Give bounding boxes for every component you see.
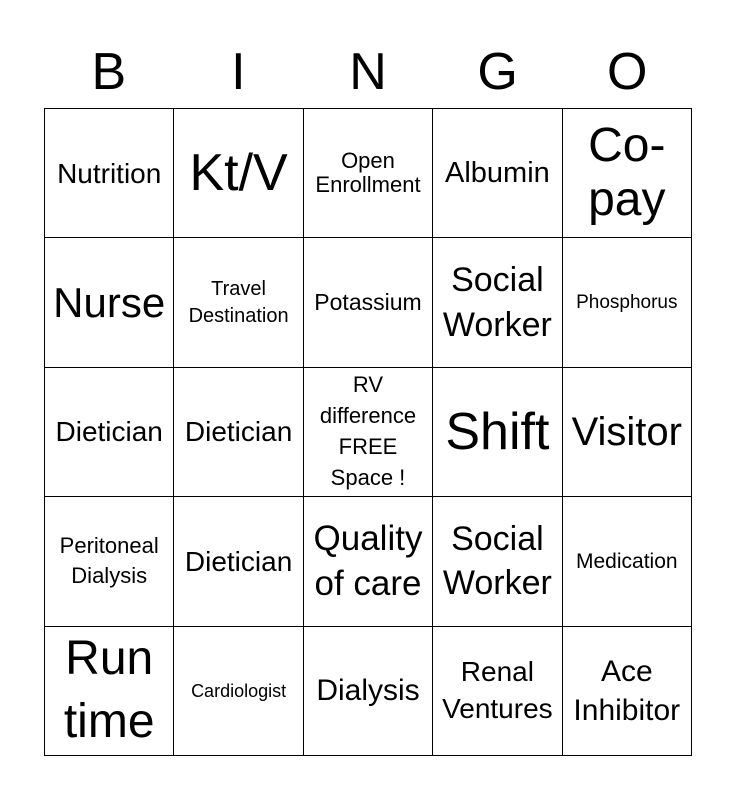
- cell-text: Dietician: [184, 545, 293, 577]
- cell-text: Medication: [576, 549, 678, 573]
- cell-text: Dialysis: [316, 673, 420, 707]
- bingo-cell: Phosphorus: [562, 238, 692, 368]
- cell-text: Nurse: [53, 279, 166, 327]
- bingo-cell: Albumin: [433, 109, 563, 239]
- bingo-cell: Open Enrollment: [303, 109, 434, 239]
- cell-text: Run time: [63, 632, 155, 748]
- header-letter-o: O: [606, 43, 648, 101]
- bingo-cell: Kt/V: [174, 109, 304, 239]
- cell-text: Quality of care: [313, 518, 423, 604]
- header-letter-b: B: [91, 43, 127, 101]
- bingo-cell: Nutrition: [45, 109, 175, 239]
- cell-text: Albumin: [445, 156, 550, 189]
- cell-text: RV difference FREE Space !: [319, 372, 417, 490]
- bingo-grid: Nutrition Kt/V Open Enrollment Albumin C…: [44, 108, 692, 756]
- bingo-cell: Medication: [562, 497, 692, 627]
- bingo-cell: Renal Ventures: [433, 626, 563, 756]
- cell-text: Peritoneal Dialysis: [59, 532, 159, 589]
- cell-text: Dietician: [55, 416, 163, 448]
- cell-text: Social Worker: [442, 261, 552, 344]
- cell-text: Co-pay: [588, 119, 666, 227]
- cell-text: Social Worker: [442, 520, 552, 603]
- bingo-cell: Run time: [45, 626, 175, 756]
- bingo-cell: Social Worker: [433, 238, 563, 368]
- bingo-cell: Cardiologist: [174, 626, 304, 756]
- bingo-cell: Dietician: [174, 367, 304, 498]
- bingo-cell: Social Worker: [433, 497, 563, 627]
- bingo-cell: Travel Destination: [174, 238, 304, 368]
- bingo-cell: Peritoneal Dialysis: [45, 497, 175, 627]
- cell-text: Dietician: [184, 416, 293, 448]
- bingo-cell: Ace Inhibitor: [562, 626, 692, 756]
- bingo-cell: Co-pay: [562, 109, 692, 239]
- bingo-cell: Dietician: [45, 367, 175, 498]
- cell-text: Visitor: [571, 409, 682, 454]
- cell-text: Ace Inhibitor: [573, 654, 681, 727]
- header-letter-n: N: [349, 43, 387, 101]
- bingo-header: B I N G O: [44, 40, 692, 104]
- bingo-cell: Nurse: [45, 238, 175, 368]
- bingo-cell: Visitor: [562, 367, 692, 498]
- header-letter-g: G: [477, 43, 518, 101]
- cell-text: Shift: [445, 402, 550, 461]
- bingo-cell: Dialysis: [303, 626, 434, 756]
- cell-text: Renal Ventures: [442, 656, 553, 724]
- bingo-cell: Dietician: [174, 497, 304, 627]
- cell-text: Open Enrollment: [315, 147, 421, 198]
- cell-text: Travel Destination: [188, 277, 289, 327]
- cell-text: Phosphorus: [576, 291, 678, 313]
- cell-text: Potassium: [314, 288, 422, 315]
- header-letter-i: I: [231, 43, 246, 101]
- cell-text: Cardiologist: [191, 680, 287, 701]
- bingo-cell free-space: RV difference FREE Space !: [303, 367, 434, 498]
- cell-text: Nutrition: [57, 157, 162, 189]
- cell-text: Kt/V: [189, 144, 288, 203]
- bingo-cell: Quality of care: [303, 497, 434, 627]
- bingo-cell: Potassium: [303, 238, 434, 368]
- bingo-cell: Shift: [433, 367, 563, 498]
